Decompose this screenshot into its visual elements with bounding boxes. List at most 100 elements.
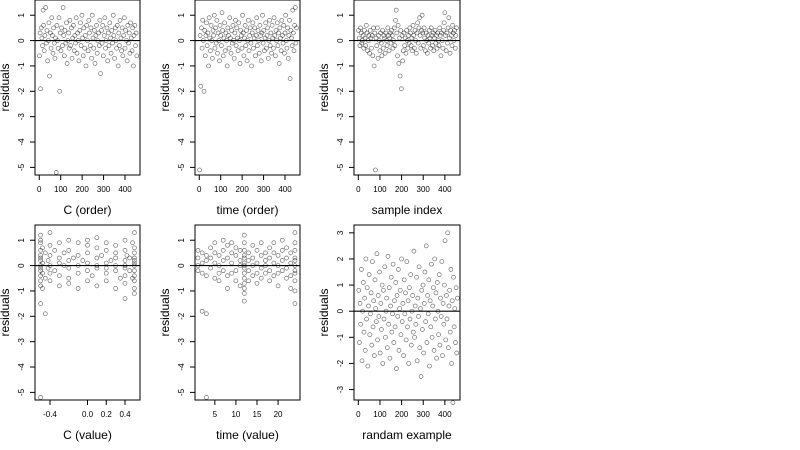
data-point bbox=[241, 265, 247, 271]
data-point bbox=[246, 258, 251, 263]
data-point bbox=[405, 298, 411, 304]
data-point bbox=[84, 23, 89, 28]
data-point bbox=[365, 363, 371, 369]
data-point bbox=[47, 253, 53, 258]
data-point bbox=[390, 261, 396, 267]
data-point bbox=[392, 43, 398, 49]
data-point bbox=[383, 308, 389, 314]
data-point bbox=[395, 23, 401, 28]
data-point bbox=[280, 33, 285, 38]
data-point bbox=[134, 53, 140, 59]
data-point bbox=[285, 25, 290, 31]
data-point bbox=[42, 250, 48, 256]
data-point bbox=[208, 265, 213, 271]
data-point bbox=[432, 28, 438, 33]
data-point bbox=[291, 48, 297, 54]
data-point bbox=[206, 15, 212, 21]
data-point bbox=[132, 250, 137, 256]
data-point bbox=[61, 263, 67, 268]
data-point bbox=[132, 268, 137, 274]
plot-frame bbox=[34, 0, 141, 176]
data-point bbox=[131, 63, 136, 69]
data-point bbox=[371, 298, 377, 304]
data-point bbox=[64, 20, 69, 26]
data-point bbox=[122, 263, 128, 268]
data-point bbox=[387, 355, 393, 361]
data-point bbox=[111, 33, 117, 38]
data-point bbox=[397, 35, 402, 41]
data-point bbox=[66, 30, 71, 36]
data-point bbox=[445, 345, 451, 351]
data-point bbox=[199, 260, 205, 266]
data-point bbox=[369, 33, 375, 38]
y-axis-label: residuals bbox=[158, 288, 172, 336]
data-point bbox=[92, 28, 97, 33]
data-point bbox=[273, 28, 279, 33]
data-point bbox=[266, 38, 272, 43]
data-point bbox=[58, 48, 64, 54]
data-point bbox=[114, 45, 119, 51]
data-point bbox=[421, 25, 427, 31]
data-point bbox=[279, 258, 285, 263]
y-tick-label: -2 bbox=[336, 87, 345, 95]
data-point bbox=[396, 61, 402, 66]
data-point bbox=[127, 268, 133, 274]
data-point bbox=[220, 28, 225, 33]
data-point bbox=[264, 33, 270, 38]
data-point bbox=[426, 277, 432, 283]
data-point bbox=[218, 33, 224, 38]
data-point bbox=[269, 23, 275, 28]
y-tick-label: 1 bbox=[336, 282, 345, 287]
data-point bbox=[212, 240, 218, 246]
data-point bbox=[246, 48, 252, 54]
data-point bbox=[397, 306, 402, 311]
data-point bbox=[393, 17, 398, 23]
data-point bbox=[108, 50, 114, 56]
data-point bbox=[426, 40, 431, 46]
data-point bbox=[430, 303, 436, 309]
x-tick-label: 0 bbox=[37, 185, 42, 194]
data-point bbox=[438, 53, 444, 59]
data-point bbox=[62, 28, 68, 33]
x-tick-label: 200 bbox=[395, 410, 409, 419]
y-tick-label: -3 bbox=[336, 113, 345, 121]
data-point bbox=[452, 306, 458, 311]
data-point bbox=[450, 400, 456, 405]
plot-frame bbox=[353, 0, 461, 176]
data-point bbox=[241, 286, 247, 291]
data-point bbox=[250, 273, 256, 279]
data-point bbox=[441, 28, 446, 33]
data-point bbox=[400, 48, 406, 54]
data-point bbox=[46, 20, 52, 26]
data-point bbox=[205, 30, 211, 36]
data-points bbox=[37, 5, 140, 175]
data-point bbox=[263, 270, 268, 276]
data-point bbox=[428, 25, 434, 31]
data-point bbox=[443, 33, 448, 38]
data-point bbox=[413, 38, 419, 43]
x-tick-label: 400 bbox=[438, 185, 452, 194]
data-point bbox=[389, 33, 395, 38]
data-point bbox=[47, 73, 52, 79]
y-tick-label: -5 bbox=[17, 163, 26, 171]
data-point bbox=[433, 40, 439, 46]
data-point bbox=[382, 264, 388, 270]
data-point bbox=[57, 30, 63, 36]
data-point bbox=[195, 268, 201, 274]
data-point bbox=[292, 288, 298, 294]
data-point bbox=[240, 30, 246, 36]
data-point bbox=[386, 285, 392, 291]
data-point bbox=[271, 273, 277, 279]
data-point bbox=[103, 45, 108, 51]
data-point bbox=[121, 33, 127, 38]
data-point bbox=[425, 311, 431, 317]
data-point bbox=[369, 45, 374, 51]
y-tick-label: -2 bbox=[336, 359, 345, 367]
data-point bbox=[66, 275, 72, 281]
data-point bbox=[228, 50, 234, 56]
data-point bbox=[237, 248, 243, 253]
y-tick-label: -2 bbox=[177, 312, 186, 320]
data-point bbox=[407, 25, 413, 31]
data-point bbox=[38, 278, 43, 284]
data-point bbox=[440, 353, 445, 358]
